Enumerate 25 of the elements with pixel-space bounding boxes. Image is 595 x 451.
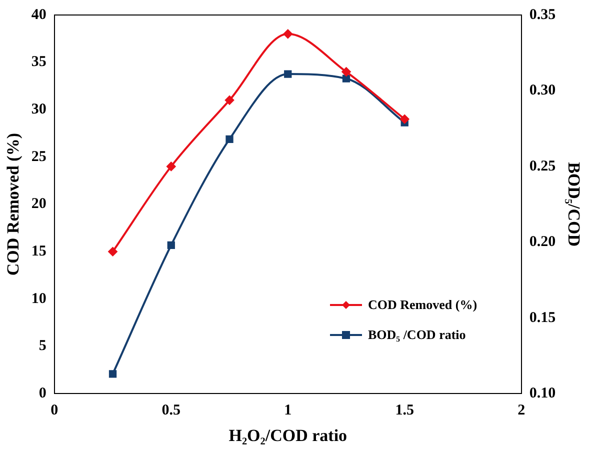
x-tick-label: 1	[284, 402, 292, 418]
y-tick-label: 30	[31, 102, 46, 118]
legend-label: BOD₅ /COD ratio	[368, 327, 466, 343]
y-tick-label: 0	[38, 385, 46, 402]
y-tick-label: 40	[31, 6, 46, 23]
y-axis-title: COD Removed (%)	[4, 133, 23, 276]
x-tick-label: 1.5	[395, 402, 414, 418]
y-tick-label: 20	[31, 196, 46, 212]
y2-tick-label: 0.10	[529, 385, 556, 402]
y-tick-label: 25	[31, 148, 46, 165]
x-axis-title: H₂O₂/COD ratio	[228, 426, 348, 446]
y2-tick-label: 0.25	[529, 158, 556, 174]
x-tick-label: 2	[518, 402, 526, 418]
y2-tick-label: 0.15	[529, 310, 556, 326]
x-tick-label: 0	[50, 402, 58, 418]
y2-tick-label: 0.30	[529, 82, 556, 99]
y-tick-label: 10	[31, 290, 46, 307]
y2-tick-label: 0.20	[529, 234, 556, 250]
x-tick-label: 0.5	[162, 402, 181, 418]
y2-tick-label: 0.35	[529, 6, 556, 23]
y-tick-label: 15	[31, 244, 46, 260]
legend-label: COD Removed (%)	[368, 297, 478, 313]
y-tick-label: 35	[31, 54, 46, 70]
y2-axis-title: BOD₅/COD	[564, 162, 584, 247]
y-tick-label: 5	[38, 338, 46, 354]
